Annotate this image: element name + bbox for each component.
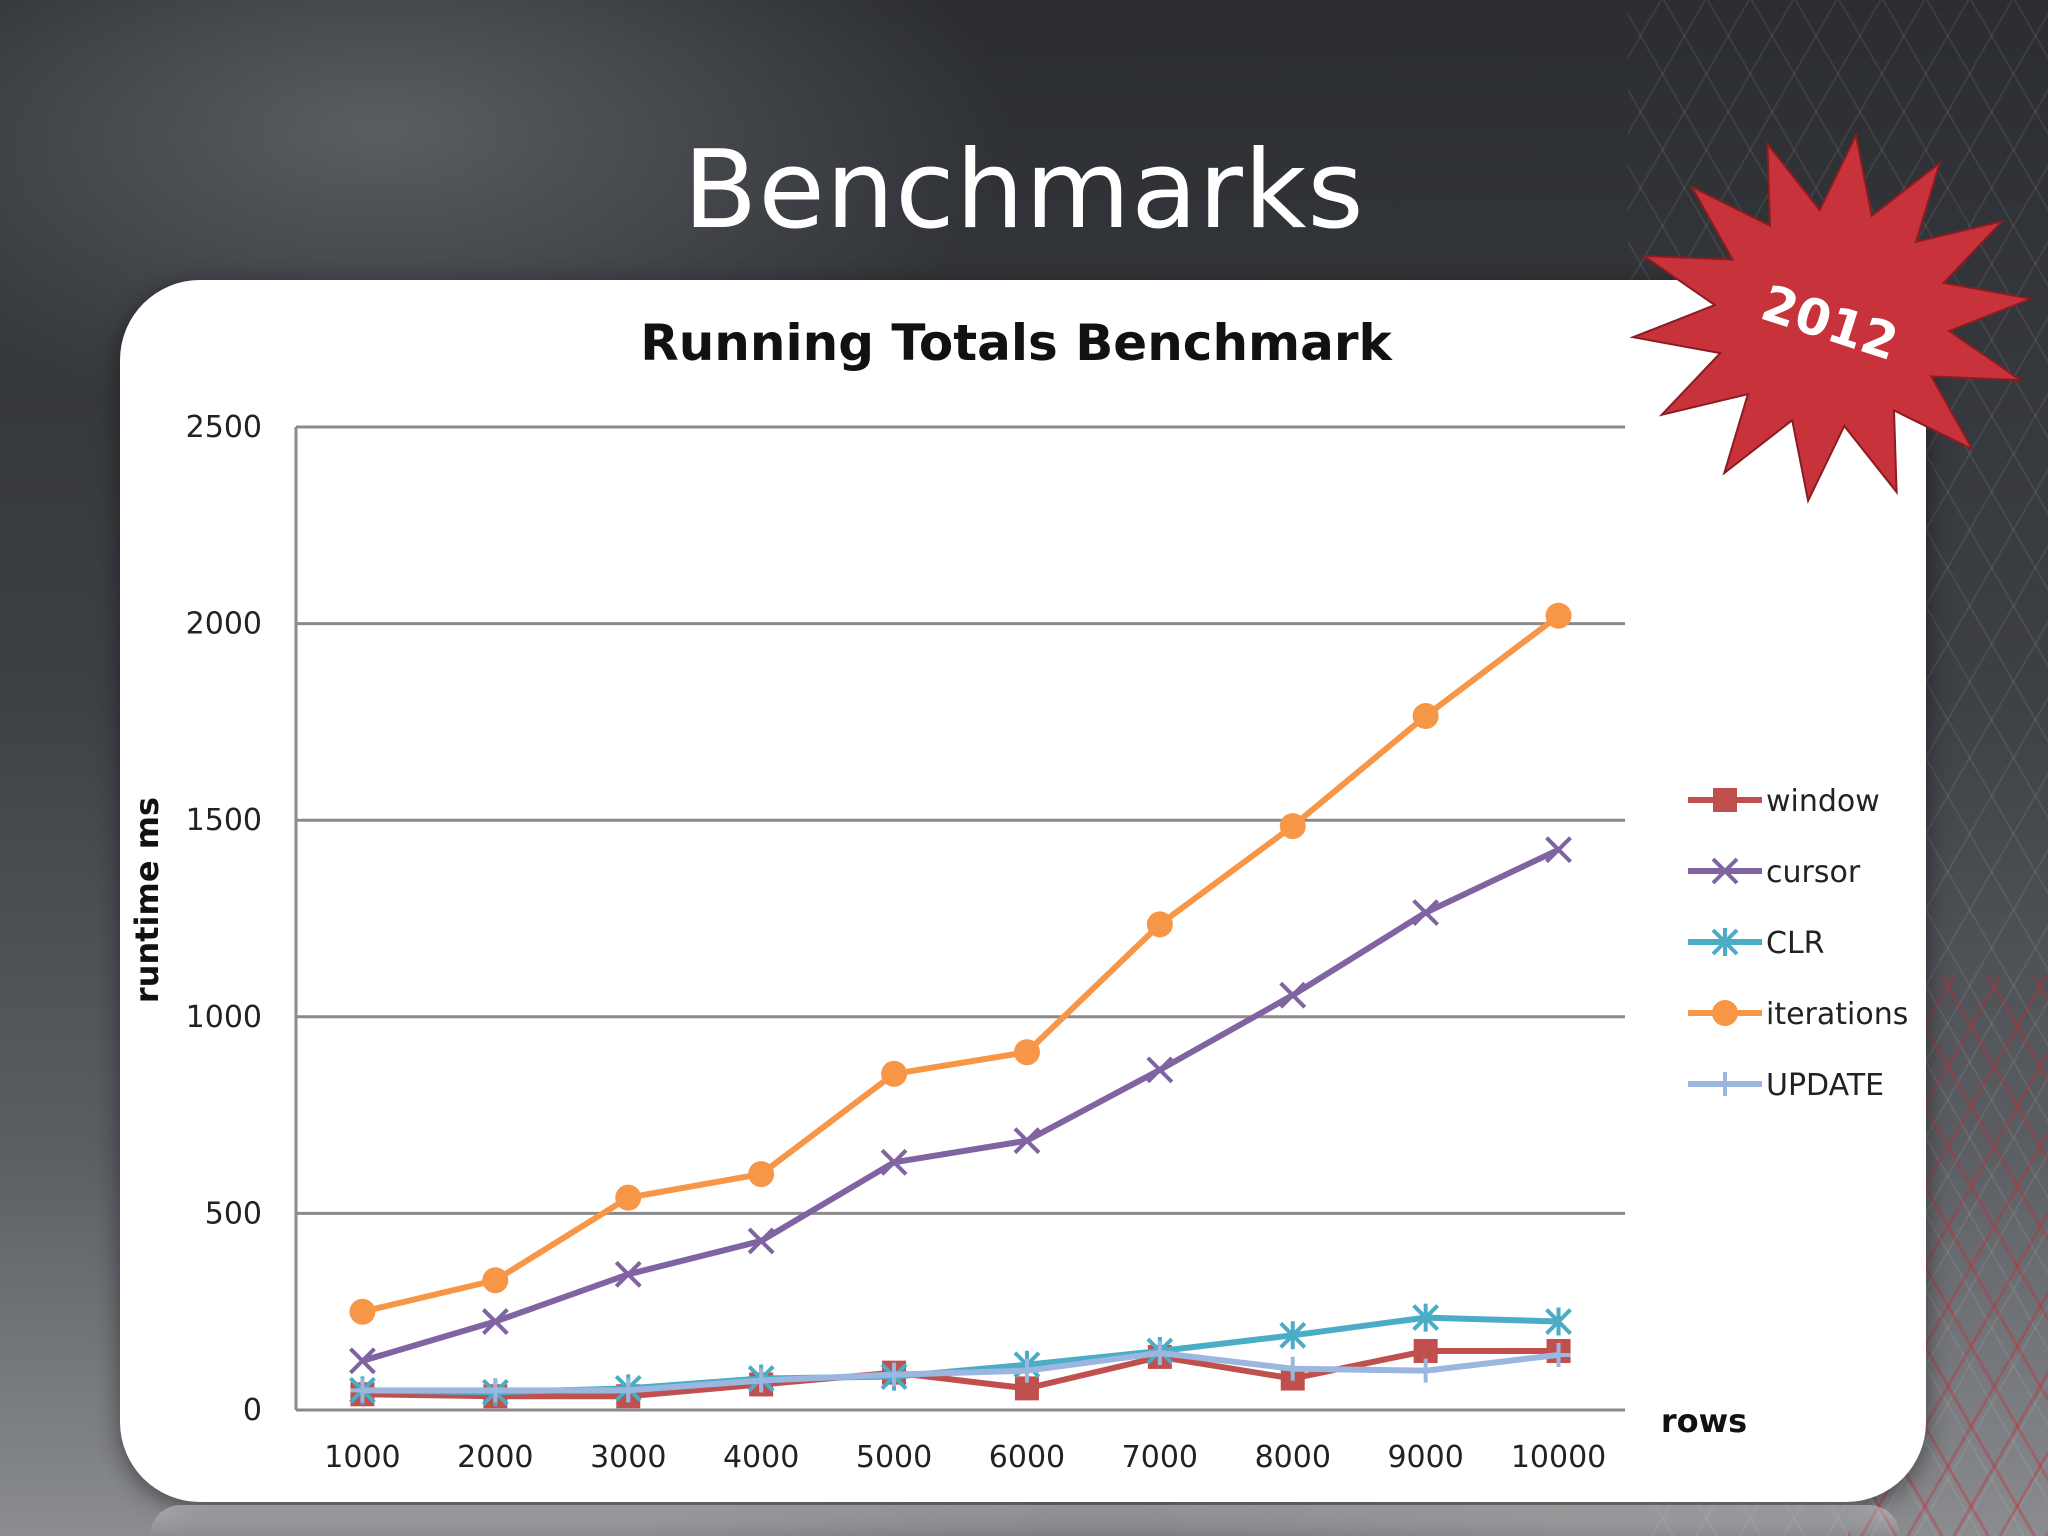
y-axis-label: runtime ms bbox=[128, 797, 166, 1003]
data-point bbox=[1013, 1127, 1041, 1155]
data-point bbox=[1146, 911, 1173, 938]
data-point bbox=[1014, 1358, 1039, 1383]
series-line bbox=[362, 1348, 1559, 1400]
x-tick-label: 1000 bbox=[324, 1440, 400, 1475]
x-tick-label: 3000 bbox=[590, 1440, 666, 1475]
legend-item-update: UPDATE bbox=[1688, 1068, 1884, 1103]
data-point bbox=[614, 1260, 642, 1288]
x-tick-label: 2000 bbox=[457, 1440, 533, 1475]
data-point bbox=[748, 1161, 775, 1188]
gridlines bbox=[294, 425, 1625, 1412]
y-tick-label: 2000 bbox=[186, 607, 262, 642]
data-point bbox=[350, 1378, 375, 1403]
data-point bbox=[1545, 1307, 1572, 1336]
y-tick-label: 1500 bbox=[186, 803, 262, 838]
series-line bbox=[361, 846, 1560, 1364]
x-tick-label: 5000 bbox=[856, 1440, 932, 1475]
data-point bbox=[1412, 703, 1439, 730]
data-point bbox=[1413, 1358, 1438, 1383]
data-point bbox=[1545, 836, 1572, 864]
starburst-badge-shape bbox=[1629, 132, 2035, 504]
data-point bbox=[881, 1060, 908, 1087]
data-point bbox=[483, 1378, 508, 1403]
data-point bbox=[349, 1298, 376, 1325]
x-tick-label: 7000 bbox=[1122, 1440, 1198, 1475]
data-point bbox=[882, 1362, 907, 1387]
x-axis-label: rows bbox=[1661, 1402, 1747, 1440]
data-point bbox=[1412, 1303, 1440, 1332]
x-tick-label: 9000 bbox=[1387, 1440, 1463, 1475]
y-tick-label: 2500 bbox=[186, 410, 262, 445]
data-point bbox=[1013, 1039, 1040, 1066]
data-point bbox=[615, 1184, 642, 1211]
legend-label: window bbox=[1766, 784, 1880, 819]
series-lines bbox=[349, 602, 1572, 1409]
x-tick-labels: 1000 2000 3000 4000 5000 6000 7000 8000 9000 1000… bbox=[324, 1440, 1606, 1475]
data-point bbox=[481, 1308, 509, 1335]
legend-swatch-marker bbox=[1711, 928, 1739, 956]
legend-label: iterations bbox=[1766, 997, 1908, 1032]
data-point bbox=[1546, 1342, 1571, 1367]
year-badge: 2012 bbox=[1629, 132, 2035, 504]
legend-item-cursor: cursor bbox=[1688, 855, 1861, 890]
data-point bbox=[1280, 1356, 1305, 1381]
x-tick-label: 4000 bbox=[723, 1440, 799, 1475]
chart-title: Running Totals Benchmark bbox=[640, 314, 1393, 372]
legend: window cursor CLR iterations UPDATE bbox=[1688, 784, 1908, 1103]
legend-label: CLR bbox=[1766, 926, 1825, 961]
data-point bbox=[1014, 1376, 1039, 1401]
data-point bbox=[1412, 899, 1440, 927]
series-iterations bbox=[349, 602, 1572, 1325]
slide-title: Benchmarks bbox=[683, 128, 1365, 253]
y-tick-label: 0 bbox=[243, 1393, 262, 1428]
legend-swatch-marker bbox=[1713, 788, 1737, 812]
data-point bbox=[616, 1378, 641, 1403]
y-tick-label: 500 bbox=[205, 1196, 262, 1231]
data-point bbox=[1279, 1321, 1307, 1350]
data-point bbox=[1545, 602, 1572, 629]
data-point bbox=[1147, 1340, 1172, 1365]
data-point bbox=[1279, 981, 1307, 1009]
data-point bbox=[747, 1227, 775, 1255]
legend-swatch-marker bbox=[1713, 1072, 1737, 1096]
y-tick-labels: 0 500 1000 1500 2000 2500 bbox=[186, 410, 262, 1428]
data-point bbox=[349, 1347, 376, 1375]
data-point bbox=[880, 1148, 908, 1176]
card-reflection bbox=[150, 1505, 1900, 1536]
data-point bbox=[749, 1368, 774, 1393]
series-line bbox=[361, 613, 1561, 1315]
legend-label: UPDATE bbox=[1766, 1068, 1884, 1103]
y-tick-label: 1000 bbox=[186, 1000, 262, 1035]
series-update bbox=[350, 1340, 1571, 1403]
data-point bbox=[1279, 813, 1306, 840]
x-tick-label: 6000 bbox=[989, 1440, 1065, 1475]
x-tick-label: 10000 bbox=[1511, 1440, 1606, 1475]
series-line bbox=[362, 1349, 1559, 1394]
legend-item-clr: CLR bbox=[1688, 926, 1825, 961]
series-cursor bbox=[349, 836, 1572, 1375]
legend-swatch-marker bbox=[1712, 1000, 1738, 1026]
data-point bbox=[1146, 1056, 1174, 1084]
x-tick-label: 8000 bbox=[1255, 1440, 1331, 1475]
legend-label: cursor bbox=[1766, 855, 1861, 890]
legend-item-window: window bbox=[1688, 784, 1880, 819]
legend-item-iterations: iterations bbox=[1688, 997, 1908, 1032]
data-point bbox=[482, 1267, 509, 1294]
legend-swatch-marker bbox=[1711, 857, 1739, 885]
